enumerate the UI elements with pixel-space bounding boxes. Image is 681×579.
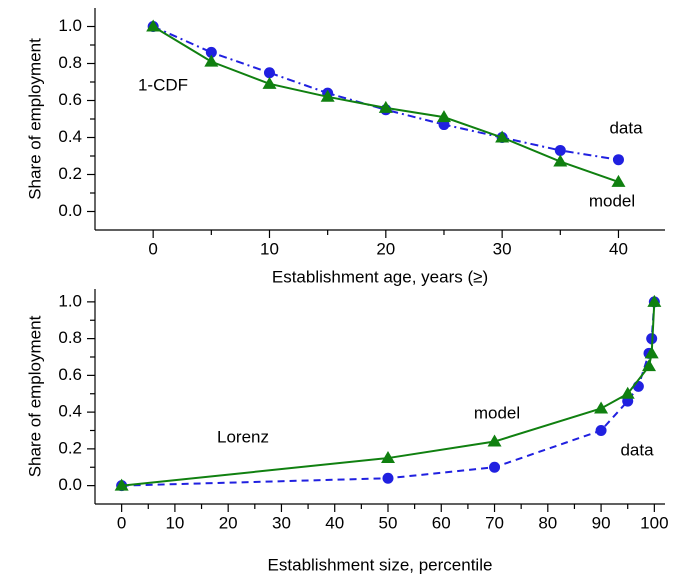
y-tick-label: 0.4 <box>58 402 82 421</box>
plot: 0 10 20 30 40 50 60 70 80 90 100 0.0 0.2 0.4 0.6 0.8 1.0… <box>25 289 669 574</box>
y-tick-label: 0.0 <box>58 201 82 220</box>
marker <box>611 174 626 187</box>
y-tick-label: 0.6 <box>58 365 82 384</box>
marker <box>644 346 659 359</box>
y-axis-label: Share of employment <box>25 315 44 477</box>
marker <box>553 154 568 167</box>
y-axis-label: Share of employment <box>25 38 44 200</box>
annotation: Lorenz <box>217 427 269 446</box>
marker <box>146 19 161 32</box>
x-tick-label: 40 <box>609 239 628 258</box>
annotation: data <box>620 440 654 459</box>
marker <box>487 434 502 447</box>
marker <box>114 478 129 491</box>
x-tick-label: 80 <box>538 513 557 532</box>
x-tick-label: 0 <box>148 239 157 258</box>
marker <box>382 472 394 484</box>
y-tick-label: 0.0 <box>58 475 82 494</box>
marker <box>262 76 277 89</box>
marker <box>204 54 219 67</box>
x-tick-label: 50 <box>379 513 398 532</box>
y-tick-label: 0.8 <box>58 53 82 72</box>
y-tick-label: 0.2 <box>58 438 82 457</box>
y-tick-label: 0.2 <box>58 164 82 183</box>
marker <box>320 89 335 102</box>
plot: 0 10 20 30 40 0.0 0.2 0.4 0.6 0.8 1.0 Establishment… <box>25 8 665 286</box>
marker <box>495 130 510 143</box>
x-tick-label: 30 <box>493 239 512 258</box>
marker <box>378 100 393 113</box>
marker <box>489 461 501 473</box>
x-axis-label: Establishment age, years (≥) <box>272 267 488 286</box>
y-tick-label: 1.0 <box>58 16 82 35</box>
x-tick-label: 20 <box>219 513 238 532</box>
x-tick-label: 90 <box>592 513 611 532</box>
marker <box>647 294 662 307</box>
x-tick-label: 10 <box>260 239 279 258</box>
y-tick-label: 0.6 <box>58 90 82 109</box>
marker <box>612 154 624 166</box>
x-tick-label: 0 <box>117 513 126 532</box>
x-tick-label: 10 <box>165 513 184 532</box>
marker <box>642 359 657 372</box>
marker <box>594 401 609 414</box>
x-tick-label: 20 <box>376 239 395 258</box>
annotation: 1-CDF <box>138 75 188 94</box>
marker <box>205 46 217 58</box>
annotation: model <box>474 403 520 422</box>
x-tick-label: 30 <box>272 513 291 532</box>
x-tick-label: 60 <box>432 513 451 532</box>
series-line <box>152 25 619 161</box>
annotation: data <box>609 118 643 137</box>
y-tick-label: 1.0 <box>58 291 82 310</box>
marker <box>380 451 395 464</box>
y-tick-label: 0.8 <box>58 328 82 347</box>
x-tick-label: 40 <box>325 513 344 532</box>
marker <box>436 110 451 123</box>
annotation: model <box>589 191 635 210</box>
x-tick-label: 100 <box>640 513 668 532</box>
marker <box>620 386 635 399</box>
marker <box>595 424 607 436</box>
marker <box>263 67 275 79</box>
x-axis-label: Establishment size, percentile <box>268 555 493 574</box>
marker <box>554 144 566 156</box>
x-tick-label: 70 <box>485 513 504 532</box>
y-tick-label: 0.4 <box>58 127 82 146</box>
